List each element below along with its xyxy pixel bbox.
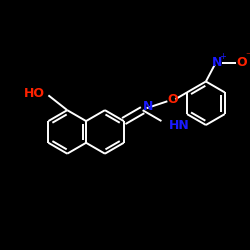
Text: N: N xyxy=(143,100,154,113)
Text: HN: HN xyxy=(169,120,190,132)
Text: HO: HO xyxy=(24,87,45,100)
Text: O: O xyxy=(167,93,177,106)
Text: N: N xyxy=(212,56,222,69)
Text: +: + xyxy=(219,52,226,61)
Text: ⁻: ⁻ xyxy=(246,52,250,62)
Text: O: O xyxy=(236,56,247,69)
